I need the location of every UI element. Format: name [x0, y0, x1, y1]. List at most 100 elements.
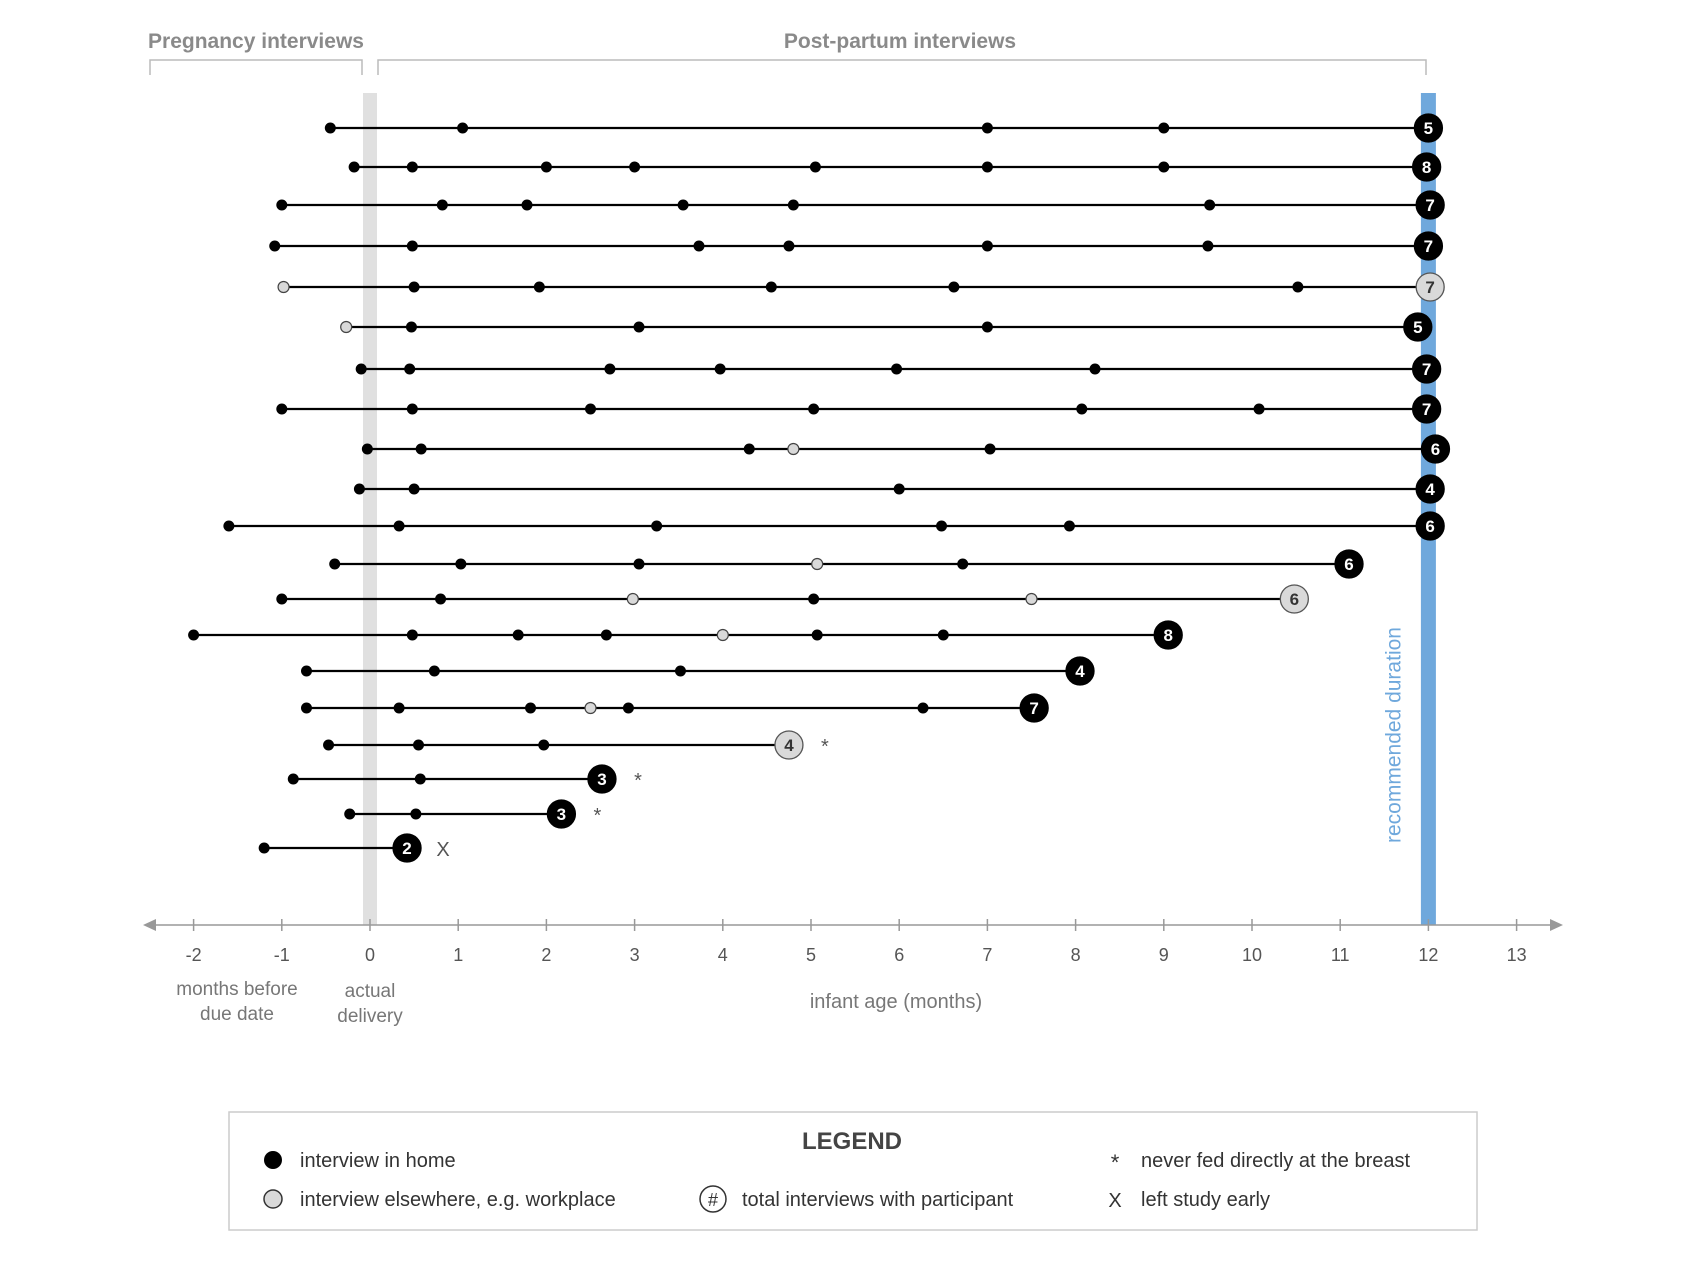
interview-home-dot — [783, 240, 795, 252]
total-interviews-badge — [1415, 272, 1445, 302]
participant-row: 3 * — [287, 764, 642, 794]
legend: LEGEND interview in home interview elsew… — [228, 1111, 1478, 1231]
x-tick-label: -2 — [186, 945, 202, 965]
total-interviews-badge — [1415, 474, 1445, 504]
interview-home-dot — [981, 321, 993, 333]
x-tick-label: 2 — [541, 945, 551, 965]
interview-home-dot — [457, 122, 469, 134]
total-interviews-badge — [1415, 190, 1445, 220]
total-interviews-count: 6 — [1431, 440, 1440, 459]
interview-home-dot — [223, 520, 235, 532]
participant-row: 7 — [276, 190, 1445, 220]
interview-home-dot — [329, 558, 341, 570]
interview-home-dot — [406, 240, 418, 252]
x-tick-label: -1 — [274, 945, 290, 965]
interview-home-dot — [809, 161, 821, 173]
participant-row: 8 — [188, 620, 1183, 650]
interview-home-dot — [811, 629, 823, 641]
interview-home-dot — [393, 702, 405, 714]
never-fed-at-breast-mark: * — [821, 736, 829, 758]
x-tick-label: 0 — [365, 945, 375, 965]
legend-title: LEGEND — [802, 1128, 902, 1155]
x-tick-label: 10 — [1242, 945, 1262, 965]
interview-home-dot — [410, 808, 422, 820]
interview-home-dot — [633, 321, 645, 333]
postpartum-interviews-label: Post-partum interviews — [784, 30, 1016, 53]
interview-home-dot — [428, 665, 440, 677]
total-interviews-badge — [1403, 312, 1433, 342]
participant-row: 4 — [353, 474, 1445, 504]
interview-home-dot — [936, 520, 948, 532]
interview-home-dot — [1292, 281, 1304, 293]
interview-elsewhere-dot — [811, 557, 824, 571]
postpartum-bracket — [377, 59, 1427, 75]
x-tick-label: 12 — [1418, 945, 1438, 965]
total-interviews-badge — [1415, 511, 1445, 541]
interview-home-dot — [276, 593, 288, 605]
interview-home-dot — [406, 629, 418, 641]
interview-home-dot — [787, 199, 799, 211]
interview-home-dot — [808, 403, 820, 415]
interview-home-dot — [651, 520, 663, 532]
total-interviews-count: 4 — [1075, 662, 1085, 681]
never-fed-at-breast-mark: * — [593, 805, 601, 827]
interview-home-dot — [287, 773, 299, 785]
interview-home-dot — [948, 281, 960, 293]
interview-home-dot — [533, 281, 545, 293]
participant-row: 6 — [329, 549, 1364, 579]
interview-home-dot — [937, 629, 949, 641]
interview-home-dot — [276, 199, 288, 211]
x-tick-label: 8 — [1071, 945, 1081, 965]
total-interviews-badge — [1334, 549, 1364, 579]
total-interviews-count: 6 — [1290, 590, 1299, 609]
interview-home-dot — [984, 443, 996, 455]
total-interviews-count: 6 — [1425, 517, 1434, 536]
participant-row: 4 * — [323, 730, 829, 760]
interview-home-dot — [808, 593, 820, 605]
total-interviews-count: 4 — [1425, 480, 1435, 499]
interview-home-dot — [600, 629, 612, 641]
interview-home-dot — [981, 240, 993, 252]
legend-home-dot-icon — [264, 1151, 282, 1169]
legend-x-icon: X — [1108, 1190, 1121, 1212]
total-interviews-count: 4 — [784, 736, 794, 755]
interview-home-dot — [633, 558, 645, 570]
participant-row: 7 — [355, 354, 1442, 384]
total-interviews-count: 7 — [1425, 278, 1434, 297]
interview-elsewhere-dot — [277, 280, 290, 294]
total-interviews-badge — [1413, 231, 1444, 261]
total-interviews-badge — [1411, 394, 1442, 424]
total-interviews-badge — [1019, 693, 1049, 723]
total-interviews-badge — [392, 833, 422, 863]
interview-home-dot — [408, 281, 420, 293]
interview-home-dot — [1089, 363, 1101, 375]
total-interviews-count: 6 — [1344, 555, 1353, 574]
interview-home-dot — [512, 629, 524, 641]
participant-row: 6 — [223, 511, 1445, 541]
interview-elsewhere-dot — [340, 320, 353, 334]
x-tick-label: 13 — [1507, 945, 1527, 965]
interview-home-dot — [300, 702, 312, 714]
x-tick-label: 1 — [453, 945, 463, 965]
total-interviews-badge — [1411, 354, 1442, 384]
total-interviews-count: 8 — [1163, 626, 1172, 645]
interview-home-dot — [677, 199, 689, 211]
legend-total-symbol: # — [708, 1190, 718, 1210]
interview-home-dot — [981, 122, 993, 134]
total-interviews-count: 2 — [402, 839, 411, 858]
pregnancy-interviews-label: Pregnancy interviews — [148, 30, 364, 53]
interview-home-dot — [300, 665, 312, 677]
participant-row: 5 — [324, 113, 1444, 143]
interview-home-dot — [521, 199, 533, 211]
x-tick-label: 11 — [1331, 945, 1350, 965]
total-interviews-badge — [1153, 620, 1183, 650]
participant-row: 5 — [340, 312, 1433, 342]
legend-box — [228, 1111, 1478, 1231]
interview-home-dot — [1202, 240, 1214, 252]
participant-row: 7 — [276, 394, 1442, 424]
total-interviews-badge — [1065, 656, 1095, 686]
participant-row: 3 * — [344, 799, 601, 829]
